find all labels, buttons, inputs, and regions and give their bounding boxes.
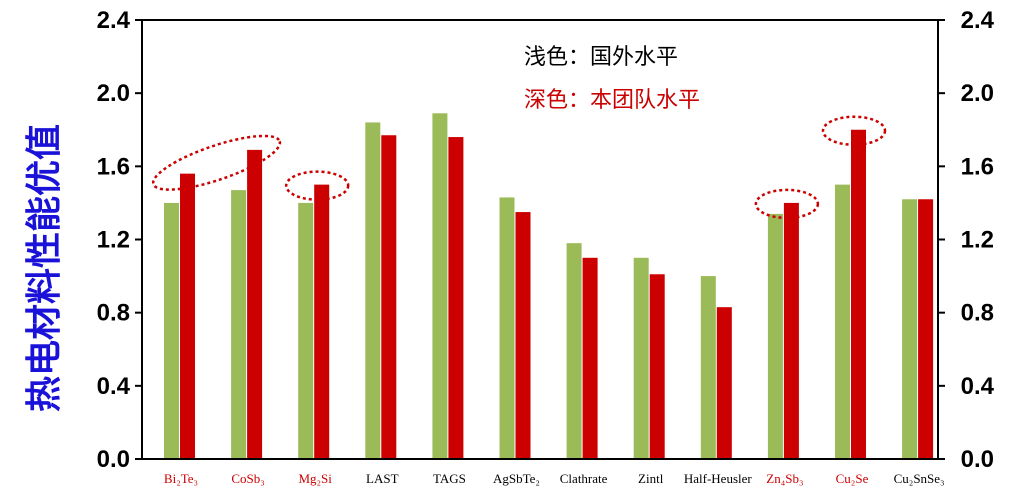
highlight-ellipse [821,115,887,146]
category-label: Cu₂SnSe₃ [894,471,945,486]
category-label: Zintl [638,471,664,486]
bar-team [247,149,263,459]
category-label: Mg₂Si [298,471,332,486]
highlight-ellipse [754,188,820,220]
highlight-ellipses [151,115,887,220]
y-axis-label: 热电材料性能优值 [24,124,65,412]
bar-foreign [365,122,381,459]
category-labels: Bi₂Te₃ CoSb₃ Mg₂Si LAST TAGS AgSbTe₂ Clathrate… [164,471,945,486]
y-tick-label: 2.4 [97,7,131,34]
bar-foreign [902,199,918,459]
bar-team [180,173,195,459]
bar-team [716,307,732,459]
bar-foreign [835,184,850,459]
y-tick-label-right: 2.0 [961,80,994,107]
category-label: LAST [366,471,399,486]
bar-foreign [700,276,716,459]
category-label: Clathrate [560,471,608,486]
y-tick-label-right: 0.0 [961,446,994,473]
category-label: Half-Heusler [684,471,753,486]
y-tick-label: 0.0 [97,446,130,473]
category-label: CoSb₃ [231,471,264,486]
y-tick-label: 1.2 [97,227,130,254]
bar-foreign [767,213,783,459]
highlight-ellipse [284,170,350,201]
y-tick-label: 0.4 [97,373,131,400]
category-label: Zn₄Sb₃ [766,471,803,486]
bar-team [649,274,665,459]
y-tick-label-right: 1.6 [961,153,994,180]
bar-foreign [566,243,582,459]
y-ticks-left: 0.0 0.4 0.8 1.2 1.6 2.0 2.4 [97,7,142,473]
bar-team [515,212,531,459]
y-tick-label: 2.0 [97,80,130,107]
bar-team [582,257,598,459]
y-tick-label-right: 0.8 [961,300,994,327]
category-label: Bi₂Te₃ [164,471,198,486]
y-tick-label-right: 1.2 [961,227,994,254]
bar-foreign [231,190,247,460]
y-tick-label: 0.8 [97,300,130,327]
highlight-ellipse [151,134,282,191]
bar-foreign [164,202,179,459]
bar-foreign [298,202,314,459]
category-label: TAGS [433,471,466,486]
bar-team [918,199,934,459]
bar-team [314,184,330,459]
plot-frame [141,19,939,460]
bars [164,113,934,460]
y-tick-label: 1.6 [97,153,130,180]
legend-team: 深色：本团队水平 [524,88,700,113]
y-ticks-right: 0.0 0.4 0.8 1.2 1.6 2.0 2.4 [938,7,995,473]
legend-foreign: 浅色：国外水平 [524,45,678,70]
bar-team [381,135,397,460]
bar-foreign [499,197,515,459]
bar-team [448,137,464,460]
y-tick-label-right: 0.4 [961,373,995,400]
bar-team [783,202,799,459]
bar-team [851,129,866,459]
y-tick-label-right: 2.4 [961,7,995,34]
category-label: AgSbTe₂ [493,471,540,486]
category-label: Cu₂Se [836,471,869,486]
bar-foreign [633,257,649,459]
bar-foreign [432,113,448,459]
